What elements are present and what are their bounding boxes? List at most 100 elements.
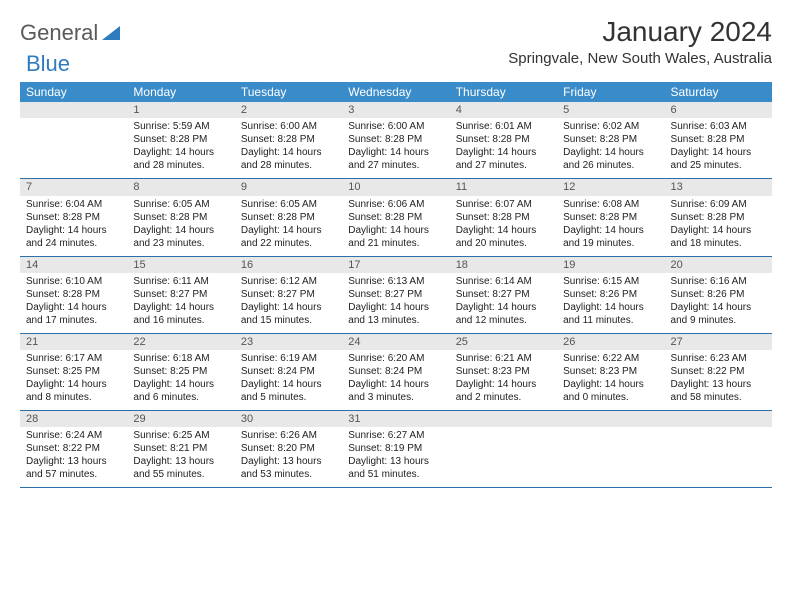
day-line: Sunrise: 6:24 AM	[26, 429, 121, 442]
day-line: Daylight: 14 hours	[133, 378, 228, 391]
day-line: and 26 minutes.	[563, 159, 658, 172]
day-line: Daylight: 14 hours	[456, 224, 551, 237]
calendar-body: 1Sunrise: 5:59 AMSunset: 8:28 PMDaylight…	[20, 102, 772, 488]
day-line: Sunset: 8:19 PM	[348, 442, 443, 455]
day-line: Daylight: 14 hours	[456, 146, 551, 159]
calendar-week-row: 7Sunrise: 6:04 AMSunset: 8:28 PMDaylight…	[20, 179, 772, 256]
day-number: 14	[20, 257, 127, 273]
calendar-day-cell: 23Sunrise: 6:19 AMSunset: 8:24 PMDayligh…	[235, 333, 342, 410]
weekday-header: Wednesday	[342, 82, 449, 102]
day-number: 6	[665, 102, 772, 118]
day-line: Sunrise: 6:27 AM	[348, 429, 443, 442]
day-line: Sunset: 8:28 PM	[133, 211, 228, 224]
day-line: Sunset: 8:28 PM	[456, 133, 551, 146]
day-number: 28	[20, 411, 127, 427]
day-line: Sunset: 8:22 PM	[671, 365, 766, 378]
day-body: Sunrise: 6:15 AMSunset: 8:26 PMDaylight:…	[557, 273, 664, 333]
day-number: 21	[20, 334, 127, 350]
logo-text-2: Blue	[26, 51, 70, 76]
day-line: Sunset: 8:28 PM	[241, 211, 336, 224]
day-number	[20, 102, 127, 118]
day-number: 15	[127, 257, 234, 273]
calendar-day-cell: 18Sunrise: 6:14 AMSunset: 8:27 PMDayligh…	[450, 256, 557, 333]
day-line: Sunset: 8:27 PM	[241, 288, 336, 301]
day-body: Sunrise: 6:05 AMSunset: 8:28 PMDaylight:…	[127, 196, 234, 256]
day-line: Daylight: 14 hours	[348, 378, 443, 391]
day-line: and 25 minutes.	[671, 159, 766, 172]
day-line: Daylight: 14 hours	[133, 146, 228, 159]
day-line: Sunset: 8:21 PM	[133, 442, 228, 455]
calendar-table: Sunday Monday Tuesday Wednesday Thursday…	[20, 82, 772, 488]
day-line: and 3 minutes.	[348, 391, 443, 404]
calendar-day-cell: 9Sunrise: 6:05 AMSunset: 8:28 PMDaylight…	[235, 179, 342, 256]
day-line: Daylight: 14 hours	[241, 224, 336, 237]
calendar-week-row: 14Sunrise: 6:10 AMSunset: 8:28 PMDayligh…	[20, 256, 772, 333]
day-line: Sunset: 8:28 PM	[26, 288, 121, 301]
day-line: Daylight: 14 hours	[671, 224, 766, 237]
calendar-day-cell: 29Sunrise: 6:25 AMSunset: 8:21 PMDayligh…	[127, 411, 234, 488]
day-number: 24	[342, 334, 449, 350]
day-line	[26, 133, 121, 146]
day-number	[557, 411, 664, 427]
day-body: Sunrise: 6:21 AMSunset: 8:23 PMDaylight:…	[450, 350, 557, 410]
day-line: and 5 minutes.	[241, 391, 336, 404]
day-number: 3	[342, 102, 449, 118]
day-body: Sunrise: 6:17 AMSunset: 8:25 PMDaylight:…	[20, 350, 127, 410]
calendar-day-cell: 27Sunrise: 6:23 AMSunset: 8:22 PMDayligh…	[665, 333, 772, 410]
day-line: Daylight: 14 hours	[348, 301, 443, 314]
weekday-header-row: Sunday Monday Tuesday Wednesday Thursday…	[20, 82, 772, 102]
day-number: 26	[557, 334, 664, 350]
day-line: Daylight: 14 hours	[563, 378, 658, 391]
day-body	[20, 118, 127, 178]
calendar-day-cell: 1Sunrise: 5:59 AMSunset: 8:28 PMDaylight…	[127, 102, 234, 179]
day-body: Sunrise: 6:26 AMSunset: 8:20 PMDaylight:…	[235, 427, 342, 487]
calendar-day-cell: 31Sunrise: 6:27 AMSunset: 8:19 PMDayligh…	[342, 411, 449, 488]
logo-triangle-icon	[102, 26, 120, 40]
calendar-day-cell: 13Sunrise: 6:09 AMSunset: 8:28 PMDayligh…	[665, 179, 772, 256]
day-line: Sunset: 8:28 PM	[133, 133, 228, 146]
day-number: 19	[557, 257, 664, 273]
day-line: Sunset: 8:28 PM	[348, 133, 443, 146]
day-line: and 57 minutes.	[26, 468, 121, 481]
day-line: Sunrise: 6:12 AM	[241, 275, 336, 288]
day-body: Sunrise: 6:00 AMSunset: 8:28 PMDaylight:…	[342, 118, 449, 178]
day-line: Daylight: 14 hours	[26, 224, 121, 237]
day-line: and 51 minutes.	[348, 468, 443, 481]
weekday-header: Thursday	[450, 82, 557, 102]
day-line	[26, 159, 121, 172]
calendar-day-cell: 22Sunrise: 6:18 AMSunset: 8:25 PMDayligh…	[127, 333, 234, 410]
day-line	[456, 429, 551, 442]
day-line: Sunrise: 6:20 AM	[348, 352, 443, 365]
day-line: and 22 minutes.	[241, 237, 336, 250]
day-line	[26, 146, 121, 159]
day-line: Daylight: 14 hours	[348, 146, 443, 159]
day-line: and 9 minutes.	[671, 314, 766, 327]
day-body	[450, 427, 557, 487]
day-line: Sunrise: 6:22 AM	[563, 352, 658, 365]
day-line: and 27 minutes.	[456, 159, 551, 172]
day-line: Sunrise: 6:19 AM	[241, 352, 336, 365]
calendar-day-cell: 30Sunrise: 6:26 AMSunset: 8:20 PMDayligh…	[235, 411, 342, 488]
day-line: Sunset: 8:20 PM	[241, 442, 336, 455]
day-line: and 19 minutes.	[563, 237, 658, 250]
day-body: Sunrise: 6:13 AMSunset: 8:27 PMDaylight:…	[342, 273, 449, 333]
day-line: Daylight: 14 hours	[348, 224, 443, 237]
day-line: and 21 minutes.	[348, 237, 443, 250]
calendar-day-cell: 26Sunrise: 6:22 AMSunset: 8:23 PMDayligh…	[557, 333, 664, 410]
calendar-day-cell: 16Sunrise: 6:12 AMSunset: 8:27 PMDayligh…	[235, 256, 342, 333]
day-line: Sunset: 8:28 PM	[563, 133, 658, 146]
day-body: Sunrise: 6:11 AMSunset: 8:27 PMDaylight:…	[127, 273, 234, 333]
day-line: Daylight: 14 hours	[241, 301, 336, 314]
day-line: Sunset: 8:23 PM	[456, 365, 551, 378]
day-line: and 58 minutes.	[671, 391, 766, 404]
day-line: and 2 minutes.	[456, 391, 551, 404]
calendar-day-cell: 21Sunrise: 6:17 AMSunset: 8:25 PMDayligh…	[20, 333, 127, 410]
day-line: and 17 minutes.	[26, 314, 121, 327]
calendar-day-cell: 19Sunrise: 6:15 AMSunset: 8:26 PMDayligh…	[557, 256, 664, 333]
day-number: 27	[665, 334, 772, 350]
day-line: Sunrise: 6:11 AM	[133, 275, 228, 288]
day-line: and 20 minutes.	[456, 237, 551, 250]
calendar-week-row: 1Sunrise: 5:59 AMSunset: 8:28 PMDaylight…	[20, 102, 772, 179]
day-body: Sunrise: 6:06 AMSunset: 8:28 PMDaylight:…	[342, 196, 449, 256]
calendar-day-cell: 3Sunrise: 6:00 AMSunset: 8:28 PMDaylight…	[342, 102, 449, 179]
